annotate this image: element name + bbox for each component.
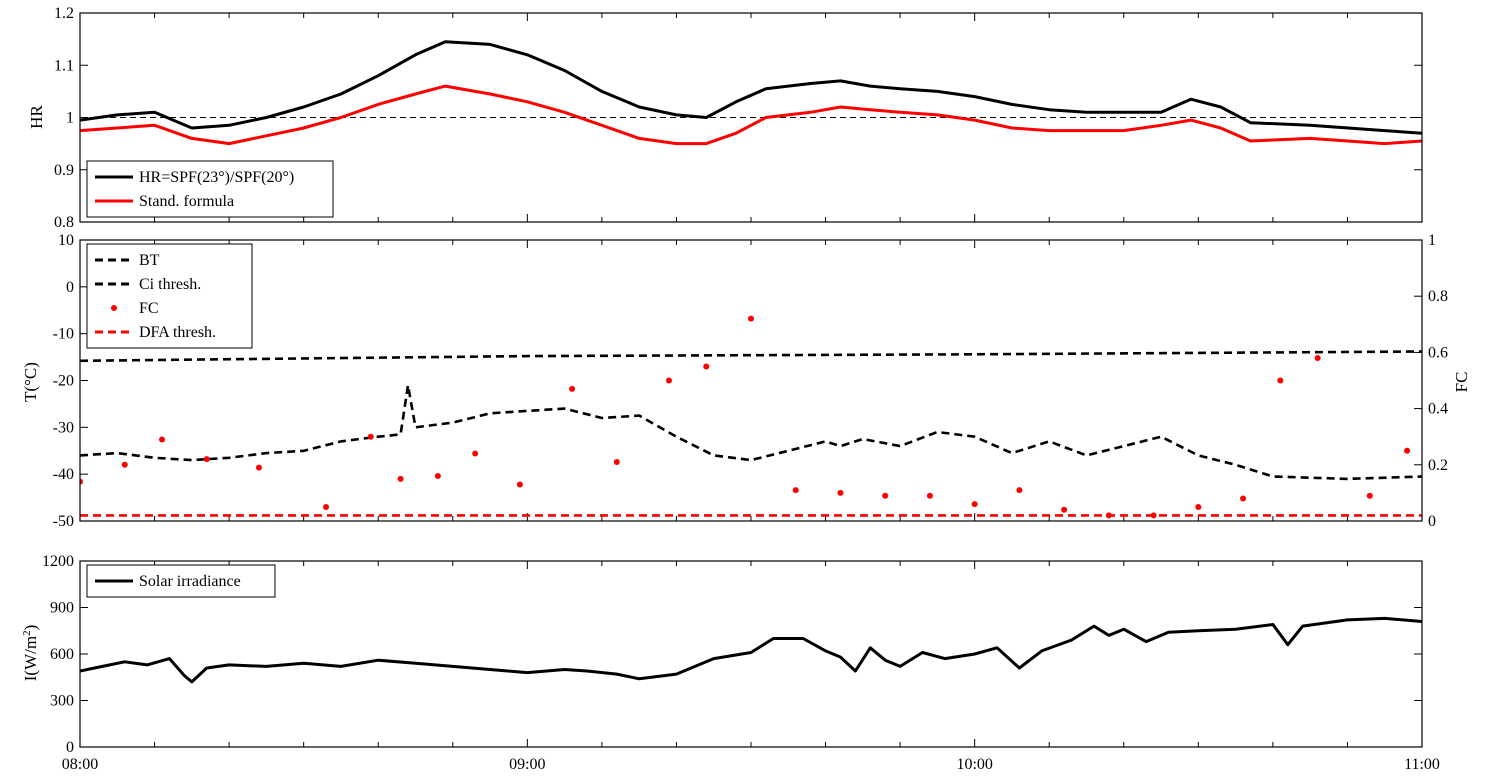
axes-frame — [79, 560, 1423, 748]
series-point-fc — [121, 461, 128, 468]
ytick-label: -50 — [53, 513, 74, 530]
legend-label-bt: BT — [139, 252, 160, 269]
y2tick-label: 0 — [1428, 513, 1436, 530]
ytick-label: -20 — [53, 373, 74, 390]
legend: BT Ci thresh. FC DFA thresh. — [86, 243, 253, 349]
y2tick-label: 0.8 — [1428, 288, 1448, 305]
legend-label-hr-spf-23-spf-20: HR=SPF(23°)/SPF(20°) — [139, 169, 294, 186]
series-point-fc — [159, 436, 166, 443]
temperature-panel-y2label: FC — [1452, 372, 1471, 393]
irradiance-panel-ylabel: I(W/m2) — [21, 625, 40, 682]
ytick-label: 1200 — [42, 553, 74, 570]
series-point-fc — [703, 363, 710, 370]
series-point-fc — [926, 492, 933, 499]
series-point-fc — [837, 489, 844, 496]
ytick-label: 600 — [50, 646, 74, 663]
xtick-label: 11:00 — [1404, 756, 1440, 773]
hr-panel: HR 0.8 0.9 1 1.1 1.2 HR=SPF(23°)/SPF(20°) Stan… — [27, 5, 1423, 231]
series-point-fc — [472, 450, 479, 457]
legend-label-solar-irradiance: Solar irradiance — [139, 573, 241, 590]
series-point-fc — [516, 481, 523, 488]
ytick-label: 1.2 — [54, 5, 74, 22]
ytick-label: 300 — [50, 693, 74, 710]
series-point-fc — [1404, 447, 1411, 454]
legend-label-dfa-thresh: DFA thresh. — [139, 324, 216, 341]
ytick-label: 0 — [66, 279, 74, 296]
temperature-panel: T(°C) FC -50 -40 -30 -20 -10 0 10 0 0.2 0.4 0.6 0.8… — [21, 232, 1471, 530]
series-line-hr-spf-23-spf-20 — [80, 40, 1422, 135]
legend-label-fc: FC — [139, 300, 159, 317]
ytick-label: 1.1 — [54, 57, 74, 74]
ytick-label: 900 — [50, 600, 74, 617]
series-point-fc — [397, 475, 404, 482]
temperature-panel-ylabel: T(°C) — [21, 362, 40, 402]
series-line-ci-thresh — [80, 350, 1422, 363]
series-point-fc — [203, 456, 210, 463]
y2tick-label: 0.4 — [1428, 401, 1448, 418]
series-point-fc — [748, 315, 754, 322]
axes-frame — [79, 12, 1423, 223]
y2tick-label: 1 — [1428, 232, 1436, 249]
series-point-fc — [255, 464, 262, 471]
series-point-fc — [1195, 503, 1202, 510]
hr-panel-ylabel: HR — [27, 105, 46, 129]
xtick-label: 09:00 — [509, 756, 545, 773]
legend: HR=SPF(23°)/SPF(20°) Stand. formula — [86, 160, 334, 218]
irradiance-ylabel-close: ) — [21, 625, 40, 631]
series-point-fc — [1061, 506, 1068, 513]
legend-label-stand-formula: Stand. formula — [139, 193, 234, 210]
legend-label-ci-thresh: Ci thresh. — [139, 276, 201, 293]
series-point-fc — [434, 473, 441, 480]
series-point-fc — [665, 377, 672, 384]
series-point-fc — [80, 478, 83, 485]
series-point-fc — [1366, 492, 1373, 499]
y2tick-label: 0.2 — [1428, 457, 1448, 474]
series-point-fc — [569, 385, 576, 392]
ytick-label: 1 — [66, 110, 74, 127]
series-point-fc — [1016, 487, 1023, 494]
ytick-label: -10 — [53, 326, 74, 343]
series-point-fc — [792, 487, 799, 494]
series-point-fc — [1314, 355, 1321, 362]
series-point-fc — [323, 503, 330, 510]
irradiance-panel: I(W/m2) 0 300 600 900 1200 08:00 09:00 10:00 11:… — [21, 553, 1440, 773]
ytick-label: -40 — [53, 466, 74, 483]
y2tick-label: 0.6 — [1428, 344, 1448, 361]
irradiance-ylabel-sup: 2 — [21, 630, 33, 636]
ytick-label: 10 — [58, 232, 74, 249]
ytick-label: 0.9 — [54, 162, 74, 179]
series-point-fc — [367, 433, 374, 440]
legend-marker-fc — [111, 305, 117, 311]
axes-frame — [79, 239, 1423, 522]
ytick-label: 0.8 — [54, 214, 74, 231]
series-line-solar-irradiance — [80, 616, 1422, 684]
series-line-bt — [80, 383, 1422, 481]
ytick-label: 0 — [66, 739, 74, 756]
legend-box — [86, 160, 334, 218]
xtick-label: 08:00 — [62, 756, 98, 773]
irradiance-ylabel-main: I(W/m — [21, 636, 40, 681]
series-point-fc — [1277, 377, 1284, 384]
series-point-fc — [971, 501, 978, 508]
series-point-fc — [882, 492, 889, 499]
xtick-label: 10:00 — [956, 756, 992, 773]
series-point-fc — [1240, 495, 1247, 502]
legend: Solar irradiance — [86, 564, 276, 598]
ytick-label: -30 — [53, 419, 74, 436]
series-point-fc — [613, 458, 620, 465]
series-line-stand-formula — [80, 84, 1422, 146]
